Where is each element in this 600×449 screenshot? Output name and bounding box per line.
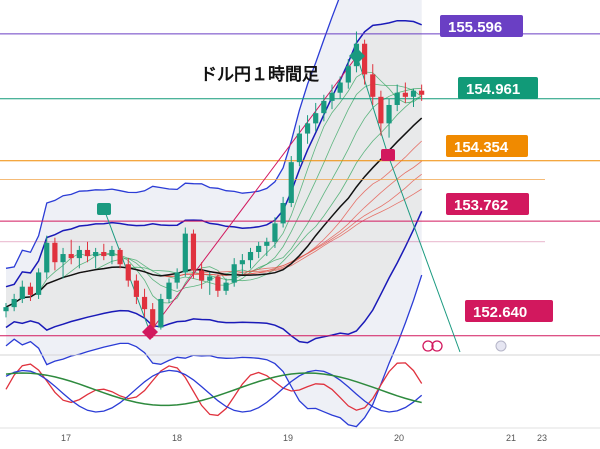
level-154961-label-text: 154.961 bbox=[466, 81, 520, 98]
candle-body bbox=[158, 298, 164, 328]
alert-icon[interactable] bbox=[431, 340, 443, 352]
x-tick-label: 23 bbox=[537, 433, 547, 443]
oscillator-pane bbox=[5, 362, 423, 417]
candle-body bbox=[166, 282, 172, 299]
x-tick-label: 21 bbox=[506, 433, 516, 443]
candle-body bbox=[264, 241, 270, 246]
bollinger-bands bbox=[5, 0, 423, 428]
candle-body bbox=[231, 264, 237, 283]
candle-body bbox=[239, 260, 245, 265]
level-155596-label-text: 155.596 bbox=[448, 19, 502, 36]
candle-body bbox=[402, 92, 408, 97]
candle-body bbox=[223, 282, 229, 291]
x-tick-label: 19 bbox=[283, 433, 293, 443]
level-154961-label-bg bbox=[458, 77, 538, 99]
level-152640-label-text: 152.640 bbox=[473, 304, 527, 321]
outer-band-upper bbox=[5, 0, 340, 269]
candle-body bbox=[410, 90, 417, 97]
level-154354-label-text: 154.354 bbox=[454, 139, 509, 156]
candle-body bbox=[68, 254, 74, 259]
candle-body bbox=[329, 92, 335, 101]
candle-body bbox=[60, 254, 66, 263]
candle-body bbox=[93, 251, 99, 257]
level-152640-label-bg bbox=[465, 300, 553, 322]
candle-body bbox=[190, 233, 197, 271]
candle-body bbox=[109, 249, 115, 257]
trend-projection bbox=[387, 154, 461, 353]
inner-band-lower bbox=[5, 210, 423, 344]
x-axis-ticks: 17 18 19 20 21 23 bbox=[61, 433, 547, 443]
level-155596-label-bg bbox=[440, 15, 523, 37]
candle-body bbox=[36, 272, 42, 295]
candle-body bbox=[394, 92, 400, 105]
candle-body bbox=[44, 242, 50, 273]
level-153762-label-text: 153.762 bbox=[454, 197, 508, 214]
candle-body bbox=[337, 82, 343, 93]
candle-body bbox=[362, 43, 368, 75]
us-flag-icon[interactable] bbox=[495, 340, 507, 352]
candle-body bbox=[370, 74, 376, 97]
candle-body bbox=[247, 251, 254, 261]
ma-green-5 bbox=[5, 71, 422, 308]
candle-body bbox=[141, 296, 148, 310]
candle-body bbox=[272, 223, 278, 242]
candle-body bbox=[304, 123, 311, 134]
candle-body bbox=[11, 298, 17, 308]
alert-icon[interactable] bbox=[422, 340, 434, 352]
candle-body bbox=[386, 104, 392, 124]
level-153762-label[interactable]: 153.762 bbox=[446, 193, 529, 215]
ma-middle-black bbox=[5, 117, 423, 308]
level-154961-label[interactable]: 154.961 bbox=[458, 77, 538, 99]
candle-body bbox=[419, 90, 425, 95]
x-tick-label: 17 bbox=[61, 433, 71, 443]
candle-body bbox=[182, 233, 188, 273]
candle-body bbox=[378, 96, 384, 124]
candle-body bbox=[133, 280, 139, 297]
osc-red bbox=[5, 362, 423, 417]
ma-green-8 bbox=[5, 83, 422, 308]
level-154354-label[interactable]: 154.354 bbox=[446, 135, 528, 157]
candle-body bbox=[174, 272, 180, 283]
candle-body bbox=[215, 276, 221, 291]
chart-title: ドル円１時間足 bbox=[200, 64, 319, 85]
candle-body bbox=[207, 276, 213, 281]
candle-body bbox=[288, 162, 294, 203]
candle-body bbox=[321, 100, 327, 114]
level-154354-label-bg bbox=[446, 135, 528, 157]
swing-marker-pink bbox=[381, 149, 395, 161]
candle-body bbox=[313, 113, 319, 124]
candle-body bbox=[101, 251, 107, 257]
swing-high-marker bbox=[349, 48, 365, 64]
candlesticks bbox=[3, 31, 425, 338]
level-152640-label[interactable]: 152.640 bbox=[465, 300, 553, 322]
x-tick-label: 18 bbox=[172, 433, 182, 443]
candle-body bbox=[76, 249, 82, 259]
candle-body bbox=[125, 264, 131, 281]
candle-body bbox=[19, 286, 25, 299]
osc-green bbox=[5, 372, 422, 407]
swing-marker-green bbox=[97, 203, 111, 215]
candle-body bbox=[27, 286, 34, 295]
candle-body bbox=[84, 249, 91, 257]
swing-low-marker bbox=[142, 324, 158, 340]
level-155596-label[interactable]: 155.596 bbox=[440, 15, 523, 37]
x-tick-label: 20 bbox=[394, 433, 404, 443]
event-icons[interactable] bbox=[422, 340, 507, 352]
candle-body bbox=[256, 245, 262, 252]
candle-body bbox=[345, 66, 351, 83]
level-153762-label-bg bbox=[446, 193, 529, 215]
candle-body bbox=[280, 202, 286, 224]
swing-markers bbox=[97, 48, 395, 340]
candle-body bbox=[150, 309, 156, 328]
price-labels[interactable]: 155.596 154.961 154.354 153.762 152.640 bbox=[440, 15, 553, 322]
candle-body bbox=[52, 242, 58, 263]
candle-body bbox=[199, 270, 205, 281]
candle-body bbox=[3, 307, 9, 312]
candle-body bbox=[296, 133, 302, 163]
candle-body bbox=[117, 249, 123, 265]
